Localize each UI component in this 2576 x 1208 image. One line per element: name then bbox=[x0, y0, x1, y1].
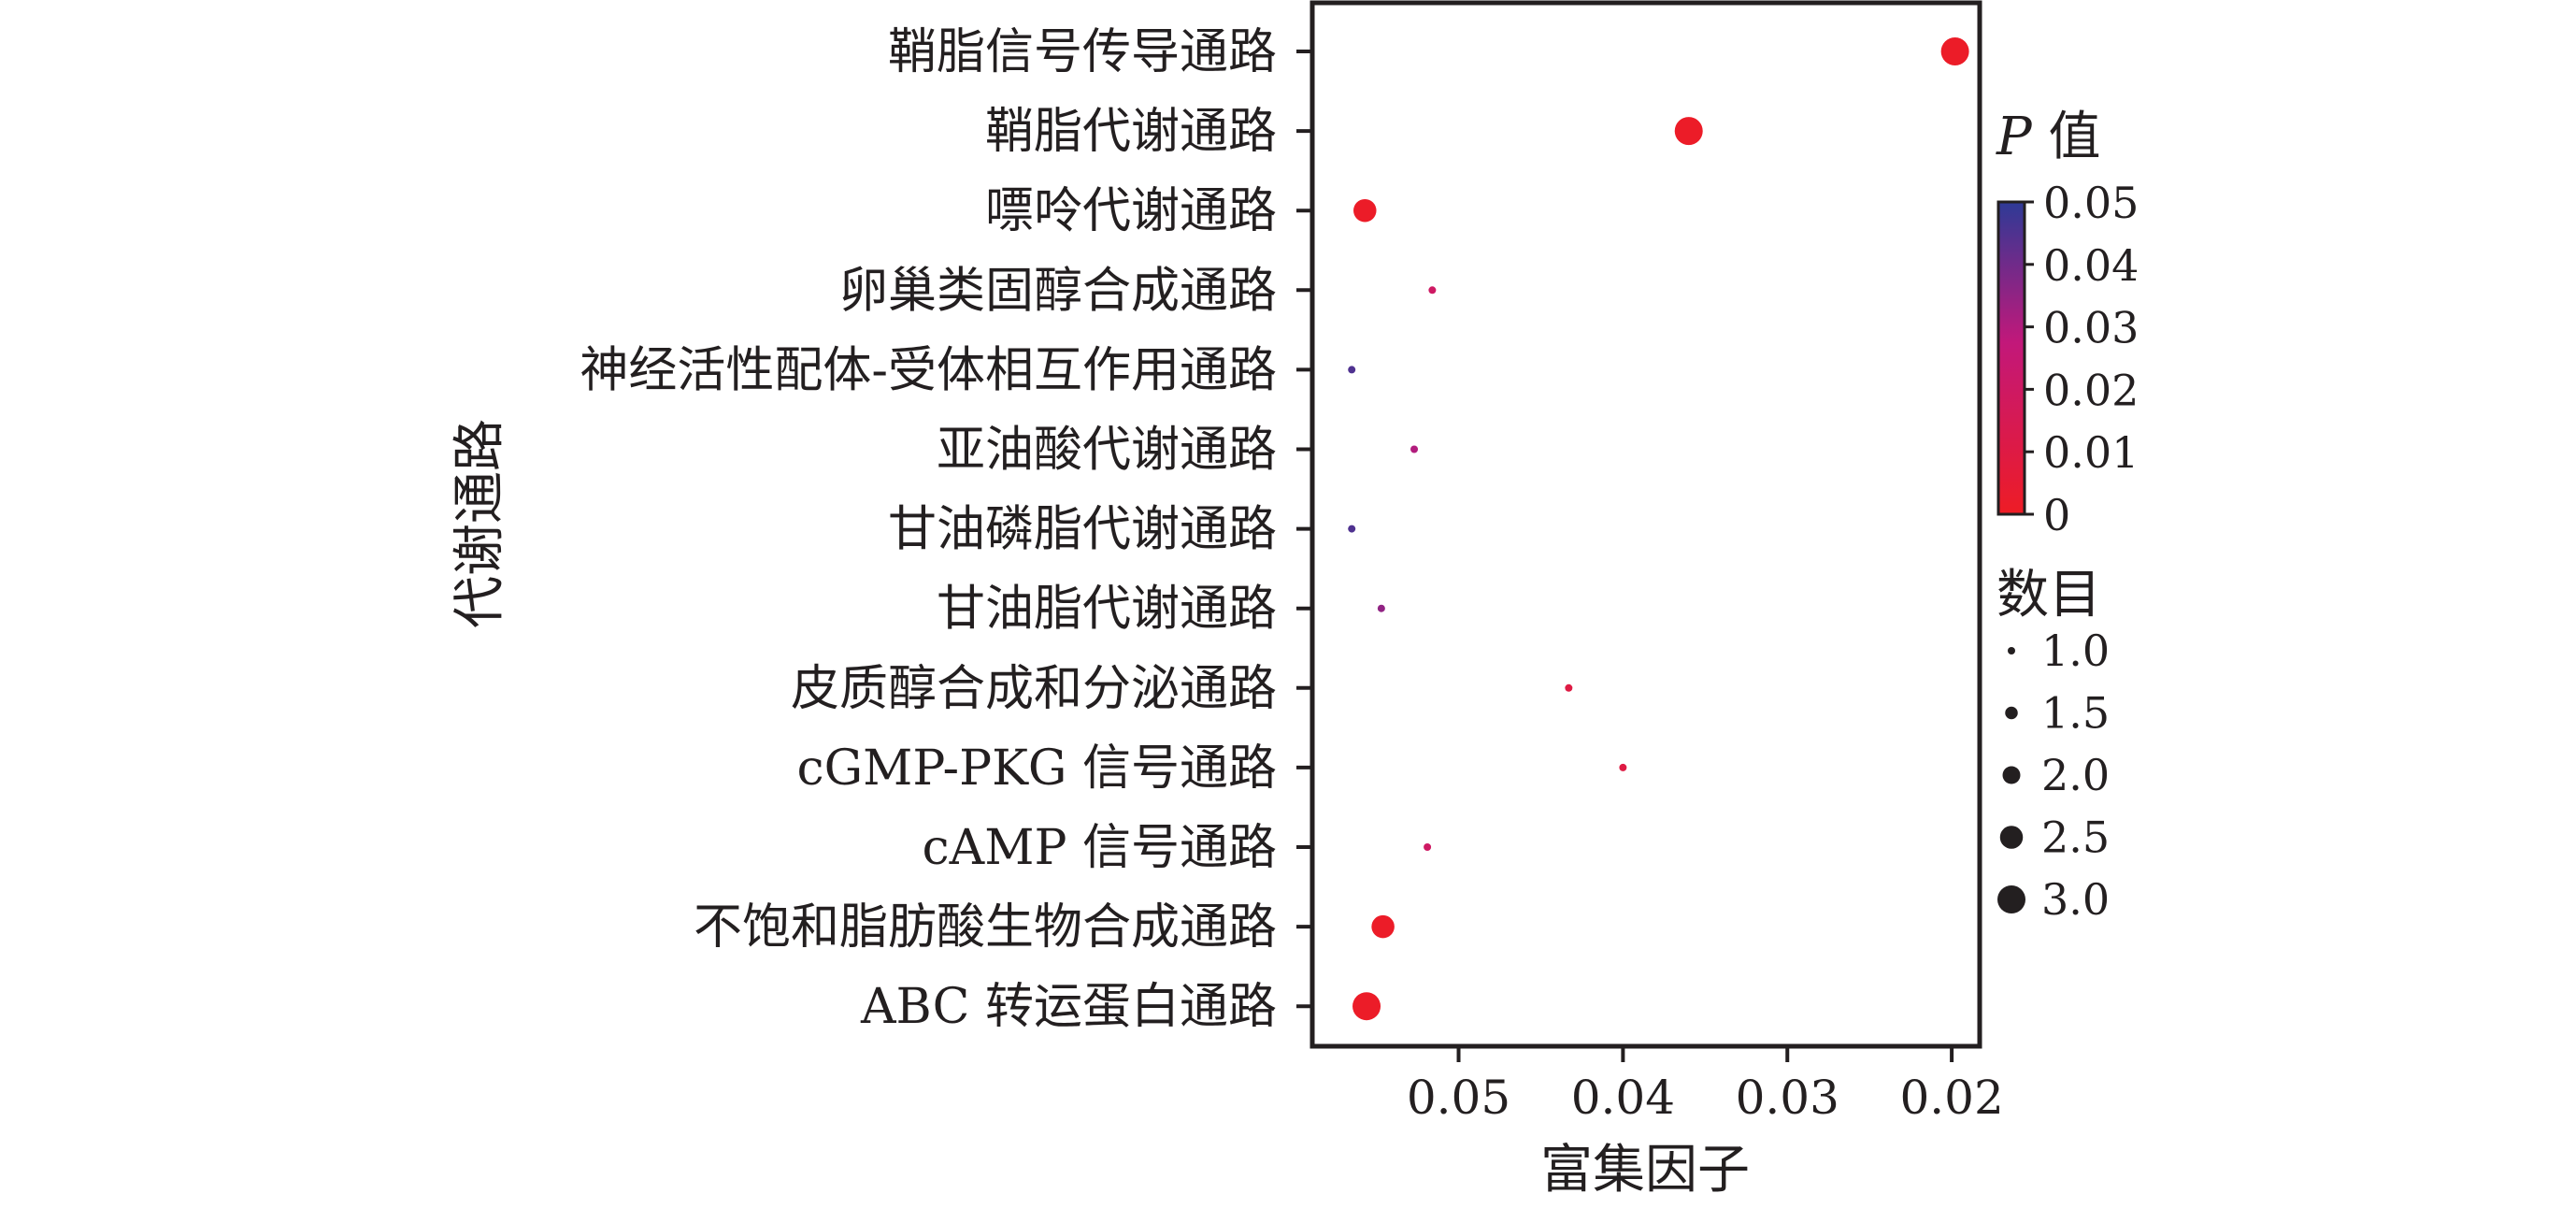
y-tick-label: 嘌呤代谢通路 bbox=[985, 183, 1277, 239]
y-tick-label: ABC 转运蛋白通路 bbox=[860, 979, 1277, 1035]
color-legend-bar bbox=[1996, 200, 2026, 516]
data-point bbox=[1940, 37, 1969, 65]
color-legend-ticks: 0.05 0.04 0.03 0.02 0.01 0 bbox=[2025, 178, 2139, 540]
data-point bbox=[1353, 198, 1377, 223]
data-point bbox=[1371, 914, 1395, 939]
data-point bbox=[1428, 286, 1437, 295]
data-point bbox=[1565, 683, 1573, 692]
y-tick-label: 鞘脂代谢通路 bbox=[985, 104, 1277, 160]
x-tick-label: 0.03 bbox=[1736, 1071, 1839, 1125]
y-tick-label: 鞘脂信号传导通路 bbox=[888, 24, 1277, 80]
size-legend-dot bbox=[2008, 647, 2015, 654]
size-legend-dot bbox=[1997, 885, 2025, 913]
data-points bbox=[1348, 37, 1969, 1021]
y-tick-label: 神经活性配体-受体相互作用通路 bbox=[580, 342, 1277, 398]
x-tick-label: 0.04 bbox=[1571, 1071, 1675, 1125]
data-point bbox=[1424, 843, 1432, 851]
x-axis-title: 富集因子 bbox=[1540, 1140, 1750, 1201]
color-legend: P 值 0.05 0.04 0.03 0.02 0.01 0 bbox=[1996, 107, 2139, 540]
y-tick-label: 甘油脂代谢通路 bbox=[937, 582, 1277, 638]
color-tick-label: 0.02 bbox=[2043, 365, 2139, 415]
x-tick-label: 0.05 bbox=[1407, 1071, 1510, 1125]
size-legend: 数目 1.0 1.5 2.0 2.5 3.0 bbox=[1996, 565, 2110, 925]
y-ticks: 鞘脂信号传导通路鞘脂代谢通路嘌呤代谢通路卵巢类固醇合成通路神经活性配体-受体相互… bbox=[580, 24, 1312, 1035]
size-legend-label: 2.5 bbox=[2041, 813, 2110, 863]
size-legend-label: 1.5 bbox=[2041, 688, 2110, 739]
color-legend-title: P 值 bbox=[1996, 107, 2101, 167]
y-tick-label: 亚油酸代谢通路 bbox=[937, 423, 1277, 479]
color-tick-label: 0.01 bbox=[2043, 427, 2139, 478]
y-tick-label: 皮质醇合成和分泌通路 bbox=[791, 661, 1277, 717]
y-tick-label: 卵巢类固醇合成通路 bbox=[839, 263, 1277, 319]
data-point bbox=[1619, 763, 1627, 771]
color-tick-label: 0.04 bbox=[2043, 240, 2139, 291]
data-point bbox=[1377, 604, 1385, 612]
size-legend-title: 数目 bbox=[1996, 565, 2101, 626]
y-tick-label: 甘油磷脂代谢通路 bbox=[888, 502, 1277, 558]
size-legend-dot bbox=[2005, 706, 2018, 720]
x-tick-label: 0.02 bbox=[1899, 1071, 2003, 1125]
y-axis-title: 代谢通路 bbox=[450, 419, 510, 628]
size-legend-entries: 1.0 1.5 2.0 2.5 3.0 bbox=[1997, 626, 2110, 925]
color-legend-title-p: P bbox=[1996, 107, 2033, 167]
y-tick-label: cAMP 信号通路 bbox=[923, 820, 1277, 876]
color-tick-label: 0 bbox=[2043, 490, 2070, 540]
plot-frame bbox=[1309, 0, 1982, 1049]
size-legend-dot bbox=[1999, 826, 2024, 849]
data-point bbox=[1410, 445, 1419, 453]
size-legend-label: 2.0 bbox=[2041, 750, 2110, 800]
color-legend-title-rest: 值 bbox=[2032, 107, 2101, 167]
y-tick-label: cGMP-PKG 信号通路 bbox=[796, 741, 1277, 797]
data-point bbox=[1352, 992, 1381, 1021]
data-point bbox=[1348, 366, 1356, 374]
y-tick-label: 不饱和脂肪酸生物合成通路 bbox=[694, 899, 1277, 956]
color-tick-label: 0.03 bbox=[2043, 303, 2139, 353]
data-point bbox=[1674, 117, 1703, 146]
size-legend-label: 1.0 bbox=[2041, 626, 2110, 676]
color-tick-label: 0.05 bbox=[2043, 178, 2139, 228]
size-legend-dot bbox=[2002, 766, 2021, 784]
x-ticks: 0.05 0.04 0.03 0.02 bbox=[1407, 1046, 2004, 1125]
size-legend-label: 3.0 bbox=[2041, 874, 2110, 925]
data-point bbox=[1348, 525, 1356, 533]
